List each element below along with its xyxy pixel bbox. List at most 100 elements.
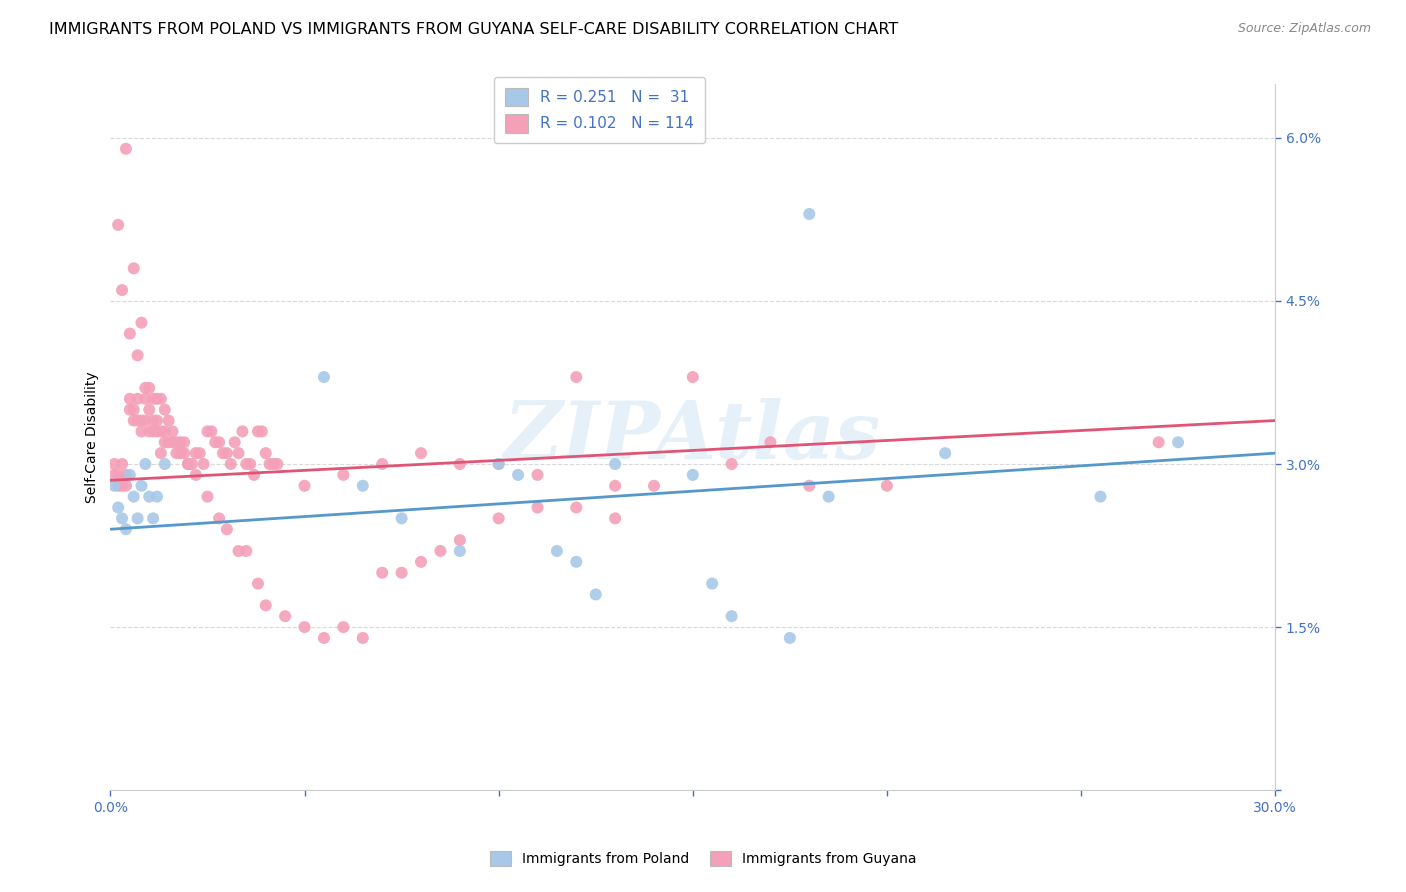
Point [449, 533, 471, 548]
Point [228, 446, 250, 460]
Point [817, 490, 839, 504]
Point [103, 479, 125, 493]
Point [107, 218, 129, 232]
Point [149, 446, 172, 460]
Point [224, 435, 246, 450]
Point [146, 392, 169, 406]
Point [146, 413, 169, 427]
Point [149, 392, 172, 406]
Point [246, 576, 269, 591]
Point [111, 511, 134, 525]
Point [250, 425, 273, 439]
Point [876, 479, 898, 493]
Point [235, 544, 257, 558]
Point [449, 457, 471, 471]
Point [142, 392, 165, 406]
Point [162, 425, 184, 439]
Point [1090, 490, 1112, 504]
Point [294, 479, 316, 493]
Point [506, 467, 529, 482]
Point [142, 511, 165, 525]
Point [107, 467, 129, 482]
Point [115, 142, 138, 156]
Point [409, 446, 432, 460]
Point [122, 261, 145, 276]
Point [153, 425, 176, 439]
Text: IMMIGRANTS FROM POLAND VS IMMIGRANTS FROM GUYANA SELF-CARE DISABILITY CORRELATIO: IMMIGRANTS FROM POLAND VS IMMIGRANTS FRO… [49, 22, 898, 37]
Point [127, 511, 149, 525]
Point [526, 467, 548, 482]
Point [122, 413, 145, 427]
Point [188, 446, 211, 460]
Point [391, 566, 413, 580]
Point [212, 446, 235, 460]
Point [115, 467, 138, 482]
Point [193, 457, 215, 471]
Point [134, 392, 156, 406]
Point [165, 435, 187, 450]
Point [162, 435, 184, 450]
Point [682, 467, 704, 482]
Point [134, 457, 156, 471]
Point [429, 544, 451, 558]
Point [146, 425, 169, 439]
Point [149, 425, 172, 439]
Y-axis label: Self-Care Disability: Self-Care Disability [86, 371, 100, 503]
Point [643, 479, 665, 493]
Point [115, 522, 138, 536]
Point [1147, 435, 1170, 450]
Legend: R = 0.251   N =  31, R = 0.102   N = 114: R = 0.251 N = 31, R = 0.102 N = 114 [495, 77, 704, 144]
Point [294, 620, 316, 634]
Point [138, 381, 160, 395]
Point [605, 457, 627, 471]
Point [488, 457, 510, 471]
Point [142, 413, 165, 427]
Point [118, 392, 141, 406]
Point [138, 425, 160, 439]
Point [107, 479, 129, 493]
Point [157, 435, 180, 450]
Point [153, 457, 176, 471]
Point [153, 435, 176, 450]
Point [118, 326, 141, 341]
Point [118, 402, 141, 417]
Point [197, 425, 219, 439]
Point [177, 457, 200, 471]
Point [122, 490, 145, 504]
Point [371, 566, 394, 580]
Point [122, 402, 145, 417]
Point [115, 479, 138, 493]
Point [585, 587, 607, 601]
Point [134, 381, 156, 395]
Point [111, 479, 134, 493]
Point [565, 555, 588, 569]
Point [352, 631, 374, 645]
Point [127, 348, 149, 362]
Point [799, 479, 821, 493]
Point [546, 544, 568, 558]
Point [184, 446, 207, 460]
Text: Source: ZipAtlas.com: Source: ZipAtlas.com [1237, 22, 1371, 36]
Point [200, 425, 222, 439]
Point [131, 425, 153, 439]
Point [239, 457, 262, 471]
Point [682, 370, 704, 384]
Point [157, 413, 180, 427]
Point [131, 479, 153, 493]
Point [263, 457, 285, 471]
Point [274, 609, 297, 624]
Point [184, 467, 207, 482]
Point [215, 446, 238, 460]
Point [243, 467, 266, 482]
Point [799, 207, 821, 221]
Point [103, 467, 125, 482]
Point [605, 511, 627, 525]
Point [165, 446, 187, 460]
Point [169, 446, 191, 460]
Point [409, 555, 432, 569]
Point [565, 500, 588, 515]
Point [352, 479, 374, 493]
Point [702, 576, 724, 591]
Point [605, 479, 627, 493]
Point [111, 283, 134, 297]
